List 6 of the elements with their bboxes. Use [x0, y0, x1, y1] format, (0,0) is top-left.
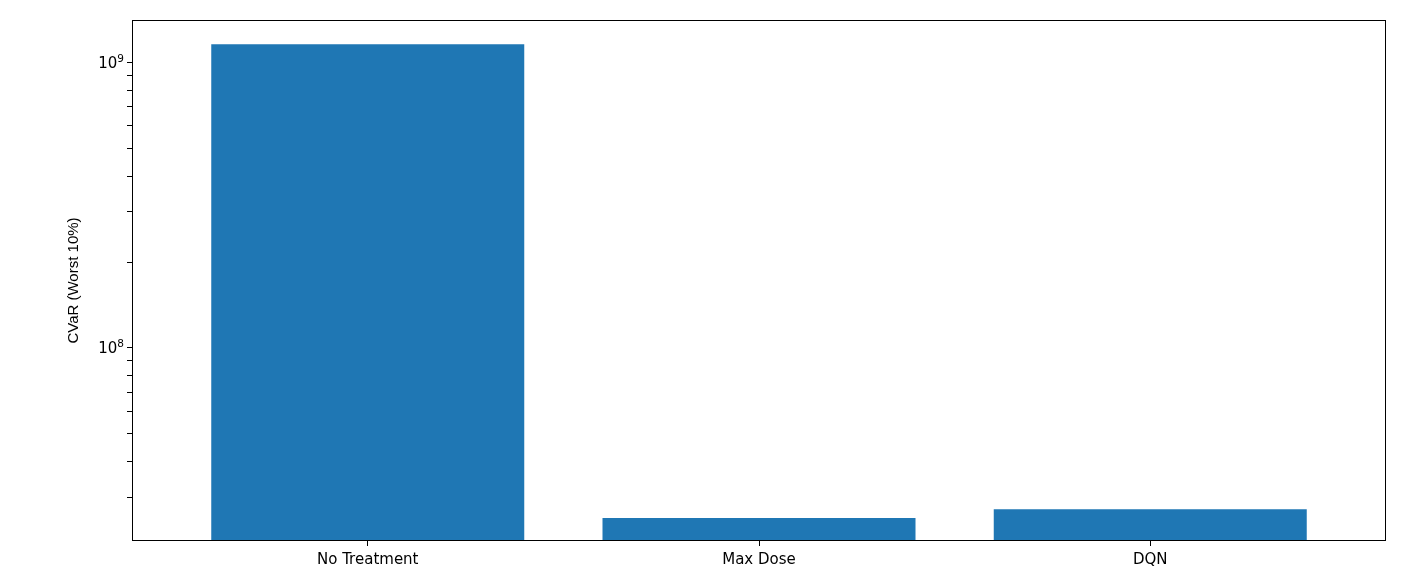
y-axis-title: CVaR (Worst 10%) — [64, 217, 82, 344]
x-tick-label: DQN — [1132, 550, 1168, 568]
y-tick-label: 10$^{8}$ — [98, 336, 124, 358]
x-tick-label: Max Dose — [722, 550, 796, 568]
y-tick-label: 10$^{9}$ — [98, 51, 124, 72]
x-tick-label: No Treatment — [317, 550, 419, 568]
